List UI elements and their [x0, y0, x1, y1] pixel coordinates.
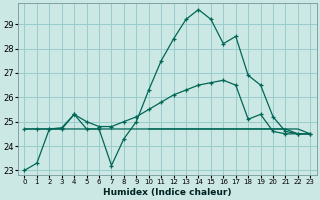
X-axis label: Humidex (Indice chaleur): Humidex (Indice chaleur) — [103, 188, 232, 197]
